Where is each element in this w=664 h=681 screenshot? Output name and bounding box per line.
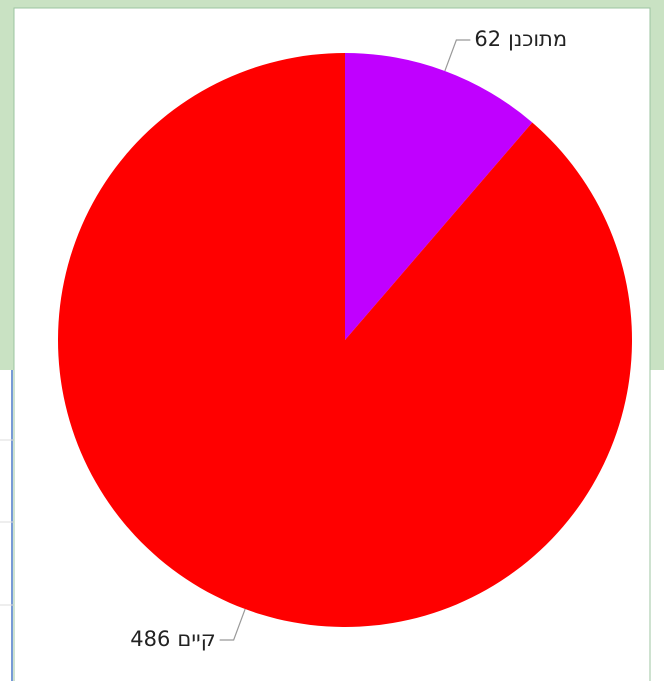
data-label-value: 486 xyxy=(130,627,170,651)
data-label-category: קיים xyxy=(177,627,215,651)
data-label-category: מתוכנן xyxy=(508,27,567,51)
pie-slice xyxy=(345,53,533,340)
pie-chart: 62 מתוכנן 486 קיים xyxy=(57,27,633,651)
data-label: 62 מתוכנן xyxy=(474,27,567,51)
leader-line xyxy=(444,39,471,72)
data-label-value: 62 xyxy=(474,27,501,51)
pie-slice xyxy=(57,53,633,627)
data-label: 486 קיים xyxy=(130,627,215,651)
background-panel-lower xyxy=(0,370,14,681)
leader-line xyxy=(219,608,246,641)
